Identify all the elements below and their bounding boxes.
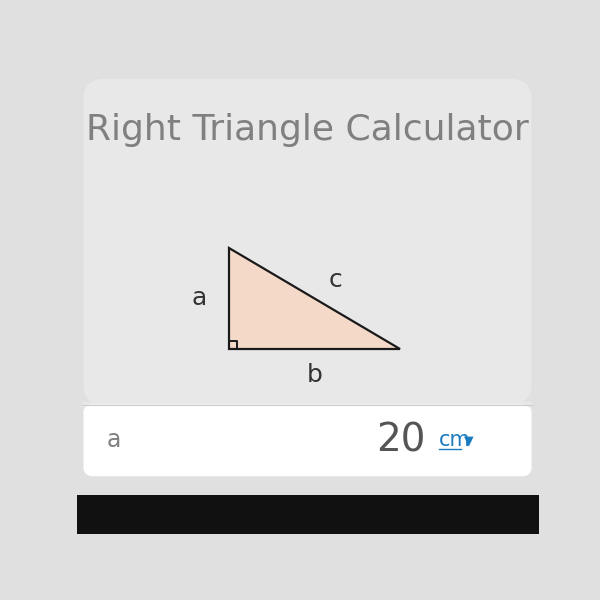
Text: ▼: ▼	[464, 434, 474, 447]
Polygon shape	[229, 248, 400, 349]
Text: cm: cm	[439, 430, 471, 451]
FancyBboxPatch shape	[83, 404, 532, 476]
Bar	[83, 403, 532, 414]
Text: a: a	[191, 286, 206, 310]
Text: c: c	[328, 268, 342, 292]
Text: b: b	[307, 362, 322, 386]
Bar	[77, 495, 539, 534]
FancyBboxPatch shape	[83, 79, 532, 404]
Text: a: a	[107, 428, 121, 452]
Text: Right Triangle Calculator: Right Triangle Calculator	[86, 113, 529, 147]
Text: 20: 20	[376, 421, 425, 460]
